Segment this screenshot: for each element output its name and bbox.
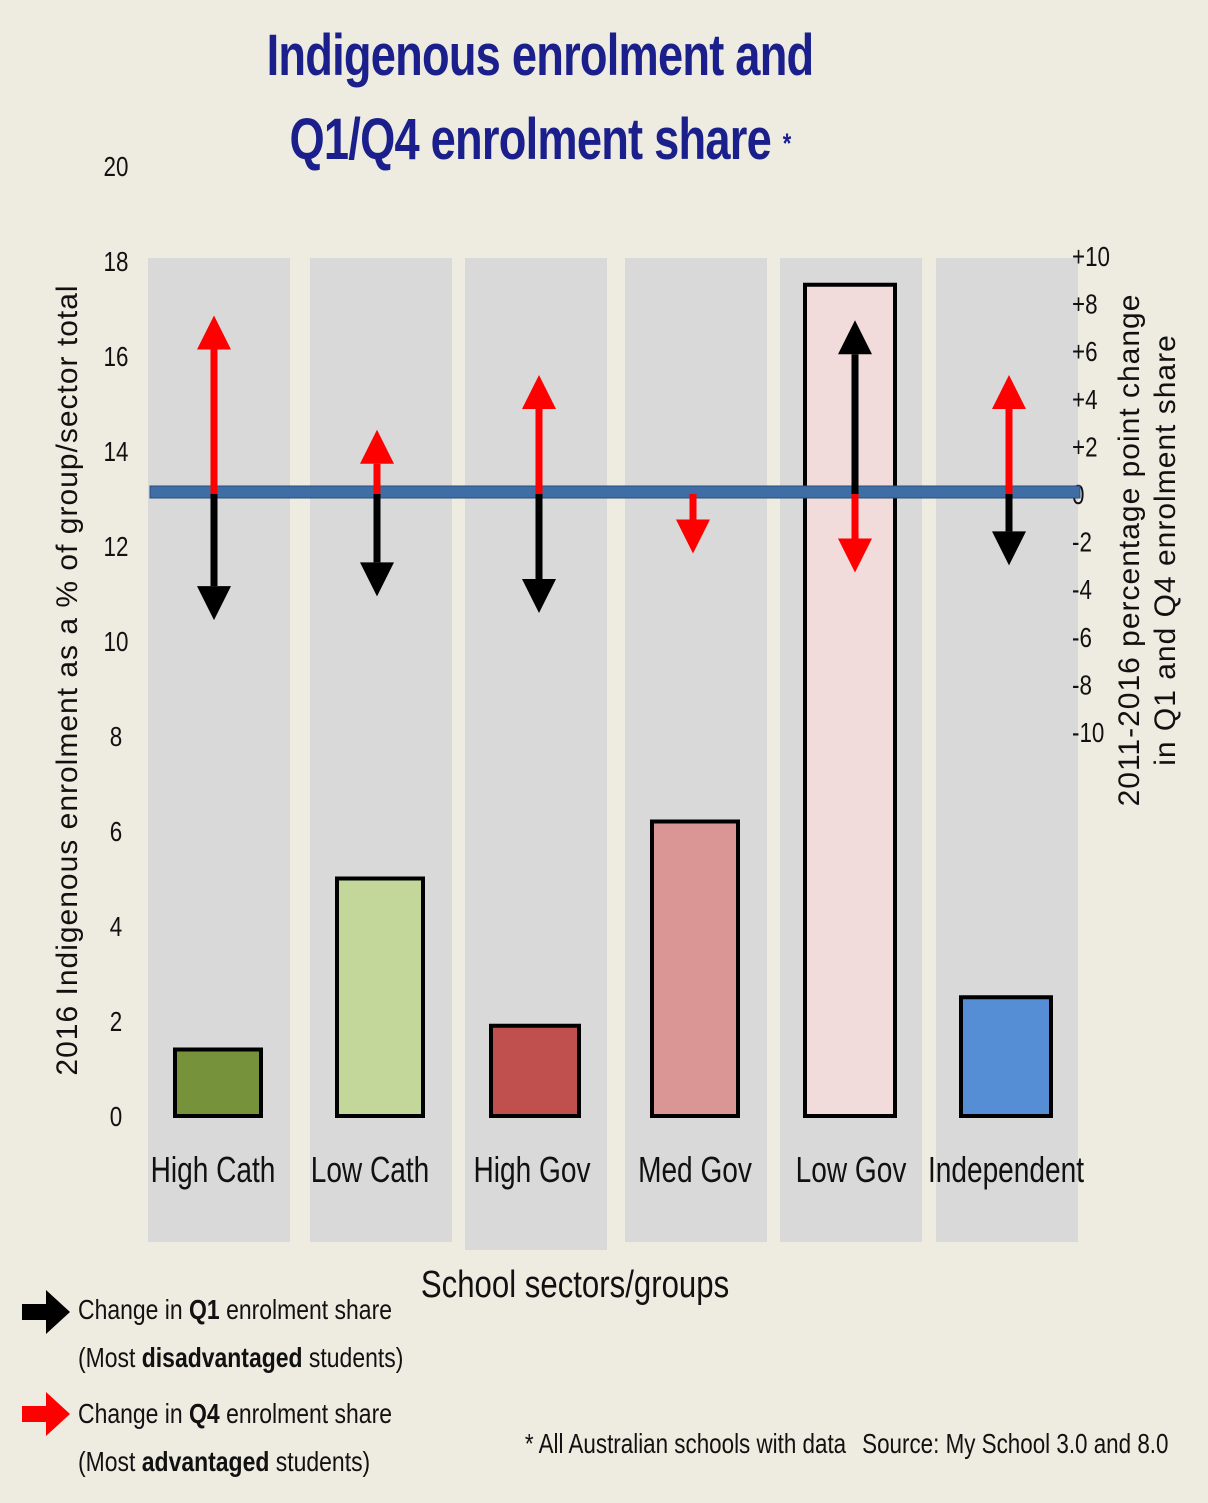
y-right-tick-label: -10: [1072, 718, 1104, 749]
y-left-tick-label: 10: [104, 627, 129, 658]
legend-red-arrow-icon: [22, 1392, 70, 1436]
category-label: High Cath: [151, 1150, 276, 1190]
chart-title-line-1: Indigenous enrolment and: [266, 23, 815, 88]
bar-high-cath: [173, 1047, 263, 1118]
legend-q1: Change in Q1 enrolment share (Most disad…: [78, 1286, 403, 1382]
q4-change-arrow: [992, 375, 1026, 494]
legend-q1-line2: (Most disadvantaged students): [78, 1342, 404, 1373]
title-asterisk: *: [782, 127, 791, 159]
y-right-tick-label: -4: [1072, 575, 1092, 606]
x-axis-label: School sectors/groups: [420, 1264, 730, 1306]
y-right-tick-label: -6: [1072, 623, 1092, 654]
category-label: Independent: [928, 1150, 1084, 1190]
footnote: * All Australian schools with data Source…: [508, 1428, 1168, 1460]
y-axis-right-label-line-2: in Q1 and Q4 enrolment share: [1149, 334, 1182, 766]
q4-change-arrow: [360, 429, 394, 494]
y-left-tick-label: 0: [110, 1102, 122, 1133]
category-label: High Gov: [474, 1150, 592, 1190]
bar-med-gov: [650, 819, 740, 1118]
footnote-source: Source: My School 3.0 and 8.0: [861, 1428, 1168, 1459]
bar-high-gov: [489, 1023, 581, 1118]
q1-change-arrow: [360, 494, 394, 597]
y-left-tick-label: 8: [110, 722, 122, 753]
chart-title-line-2: Q1/Q4 enrolment share *: [289, 107, 792, 172]
legend-q4: Change in Q4 enrolment share (Most advan…: [78, 1390, 392, 1486]
q1-change-arrow: [992, 494, 1026, 566]
legend-q4-line1: Change in Q4 enrolment share: [78, 1398, 392, 1429]
y-left-tick-label: 6: [110, 817, 122, 848]
y-right-tick-label: +2: [1072, 432, 1098, 463]
category-label: Low Cath: [311, 1150, 430, 1190]
zero-line: [149, 485, 1081, 499]
y-axis-right-label-line-1: 2011-2016 percentage point change: [1113, 293, 1146, 807]
y-right-tick-label: +10: [1072, 242, 1110, 273]
y-left-tick-label: 14: [104, 437, 129, 468]
y-left-tick-label: 16: [104, 342, 129, 373]
category-label: Med Gov: [638, 1150, 753, 1190]
legend-black-arrow-icon: [22, 1290, 70, 1334]
bar-low-gov: [803, 282, 897, 1118]
y-right-tick-label: +6: [1072, 337, 1098, 368]
y-left-tick-label: 20: [104, 152, 129, 183]
y-axis-left-label: 2016 Indigenous enrolment as a % of grou…: [51, 284, 84, 1076]
bar-independent: [959, 995, 1053, 1118]
legend-q4-line2: (Most advantaged students): [78, 1446, 371, 1477]
y-left-tick-label: 18: [104, 247, 129, 278]
y-left-tick-label: 12: [104, 532, 129, 563]
y-left-tick-label: 2: [110, 1007, 122, 1038]
q1-change-arrow: [522, 494, 556, 613]
y-right-tick-label: +4: [1072, 385, 1098, 416]
y-right-tick-label: -8: [1072, 670, 1092, 701]
footnote-note: * All Australian schools with data: [524, 1428, 846, 1459]
category-label: Low Gov: [796, 1150, 908, 1190]
bar-low-cath: [335, 876, 425, 1118]
q4-change-arrow: [676, 494, 710, 554]
q4-change-arrow: [838, 494, 872, 573]
q1-change-arrow: [197, 494, 231, 621]
y-right-tick-label: -2: [1072, 527, 1092, 558]
y-right-tick-label: +8: [1072, 289, 1098, 320]
q4-change-arrow: [522, 375, 556, 494]
y-left-tick-label: 4: [110, 912, 122, 943]
q4-change-arrow: [197, 315, 231, 494]
q1-change-arrow: [838, 320, 872, 494]
legend-q1-line1: Change in Q1 enrolment share: [78, 1294, 392, 1325]
